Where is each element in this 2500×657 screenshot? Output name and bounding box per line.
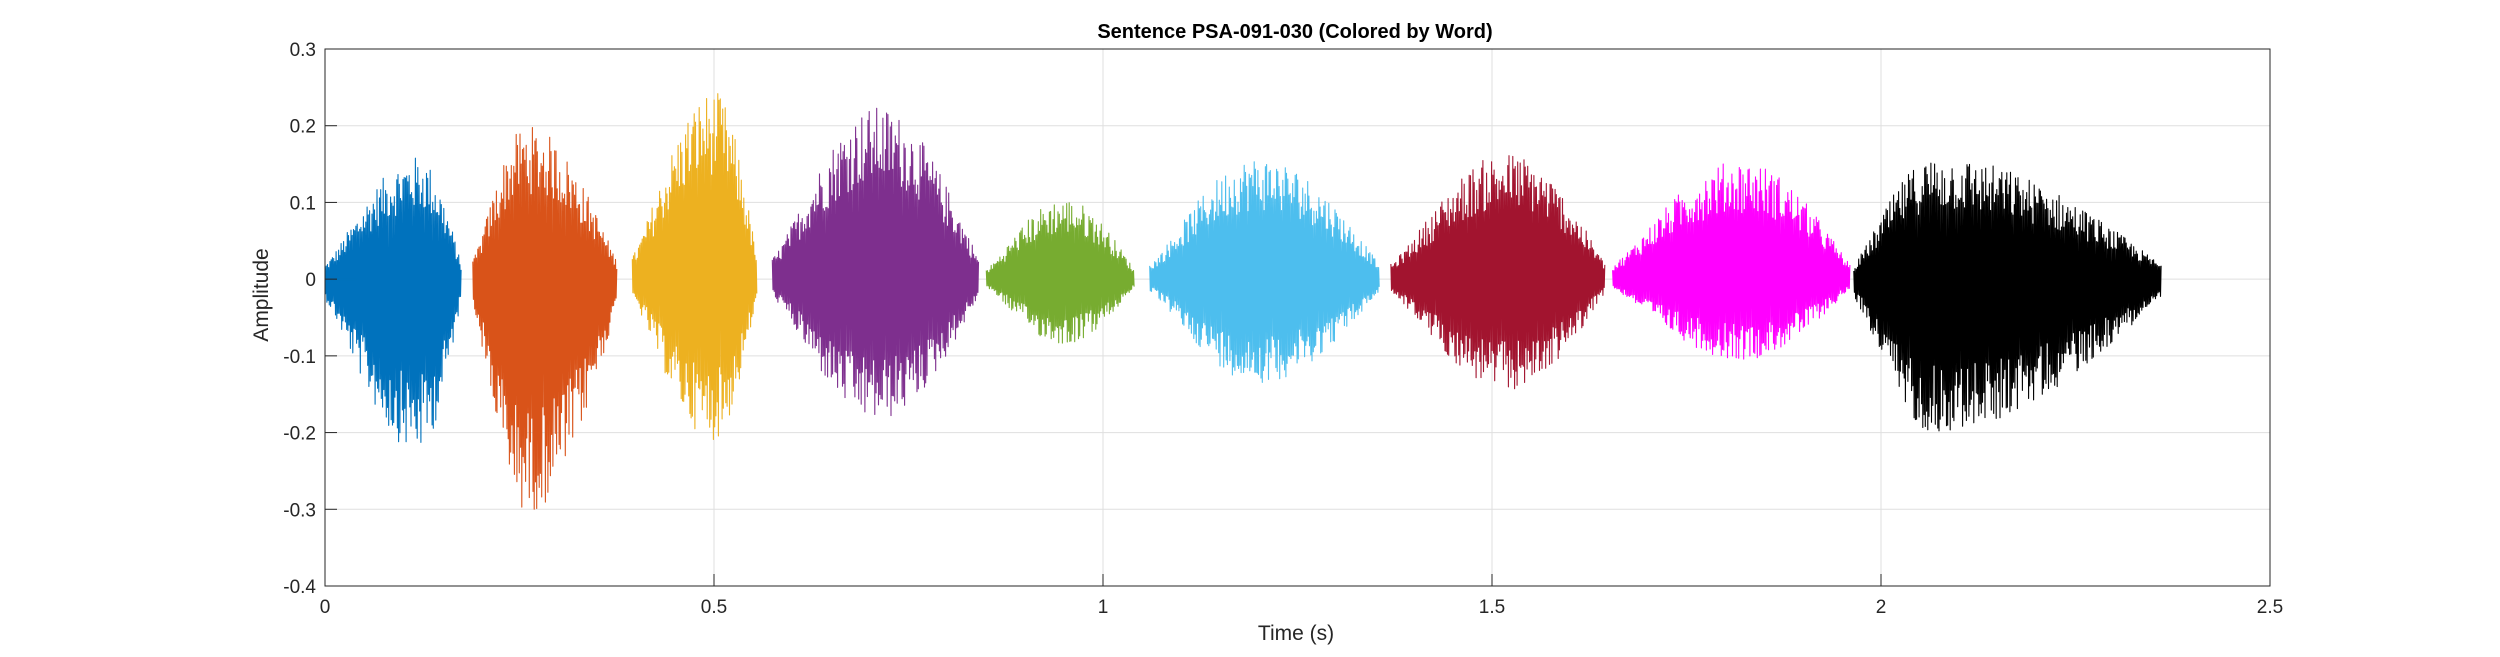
x-tick-label: 1	[1098, 597, 1109, 618]
x-tick-label: 0.5	[701, 597, 727, 618]
plot-area-frame	[324, 48, 2271, 587]
x-tick-label: 2.5	[2257, 597, 2283, 618]
x-axis-label: Time (s)	[1258, 622, 1334, 645]
y-tick-label: 0.2	[290, 117, 316, 138]
y-tick-label: 0	[305, 270, 316, 291]
x-tick-label: 2	[1876, 597, 1887, 618]
y-tick-label: 0.3	[290, 40, 316, 61]
waveform-segment-4	[771, 107, 980, 417]
waveform-segment-2	[472, 127, 618, 510]
y-tick-label: -0.2	[283, 424, 316, 445]
y-tick-label: -0.1	[283, 347, 316, 368]
waveform-segment-3	[631, 93, 758, 441]
waveform-segment-9	[1853, 162, 2162, 432]
y-tick-label: 0.1	[290, 193, 316, 214]
axis-ticks: 0 0.5 1 1.5 2 2.5 -0.4 -0.3 -0.2 -0.1 0 0.1 0.2 0.3	[283, 40, 2283, 618]
waveform-segment-1	[324, 157, 462, 443]
waveform-series	[324, 93, 2162, 510]
x-tick-label: 1.5	[1479, 597, 1505, 618]
y-tick-label: -0.3	[283, 500, 316, 521]
waveform-segment-8	[1612, 163, 1851, 360]
chart-title: Sentence PSA-091-030 (Colored by Word)	[1097, 21, 1492, 43]
y-tick-label: -0.4	[283, 577, 316, 598]
y-axis-label: Amplitude	[250, 248, 273, 341]
waveform-segment-5	[985, 202, 1135, 344]
waveform-segment-7	[1390, 155, 1606, 390]
waveform-segment-6	[1149, 161, 1380, 383]
x-tick-label: 0	[320, 597, 331, 618]
